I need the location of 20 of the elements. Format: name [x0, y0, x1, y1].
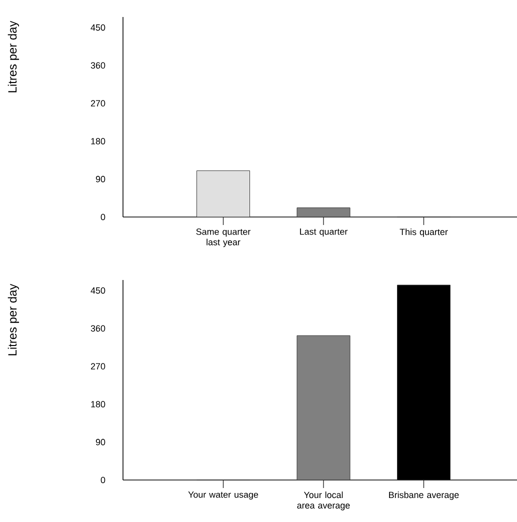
y-axis-title: Litres per day — [8, 284, 19, 356]
y-tick-label: 270 — [90, 100, 105, 106]
y-tick-label: 180 — [91, 401, 105, 408]
y-tick-label: 450 — [90, 24, 105, 31]
y-tick-label: 270 — [90, 363, 105, 370]
y-axis-title: Litres per day — [8, 20, 19, 92]
y-tick-label: 360 — [90, 62, 105, 69]
y-tick-label: 180 — [91, 138, 105, 144]
y-tick-label: 450 — [90, 287, 105, 294]
y-tick-label: 360 — [90, 325, 105, 332]
x-tick-label: Last quarter — [300, 228, 348, 237]
x-tick-label: Same quarter last year — [196, 228, 250, 248]
x-tick-label: Your water usage — [188, 492, 258, 500]
y-tick-label: 0 — [100, 476, 105, 484]
x-tick-label: Brisbane average — [388, 492, 459, 500]
x-tick-label: This quarter — [400, 228, 448, 237]
y-tick-label: 0 — [100, 214, 105, 220]
y-tick-label: 90 — [96, 176, 105, 182]
x-tick-label: Your local area average — [297, 492, 350, 510]
y-tick-label: 90 — [96, 438, 105, 446]
